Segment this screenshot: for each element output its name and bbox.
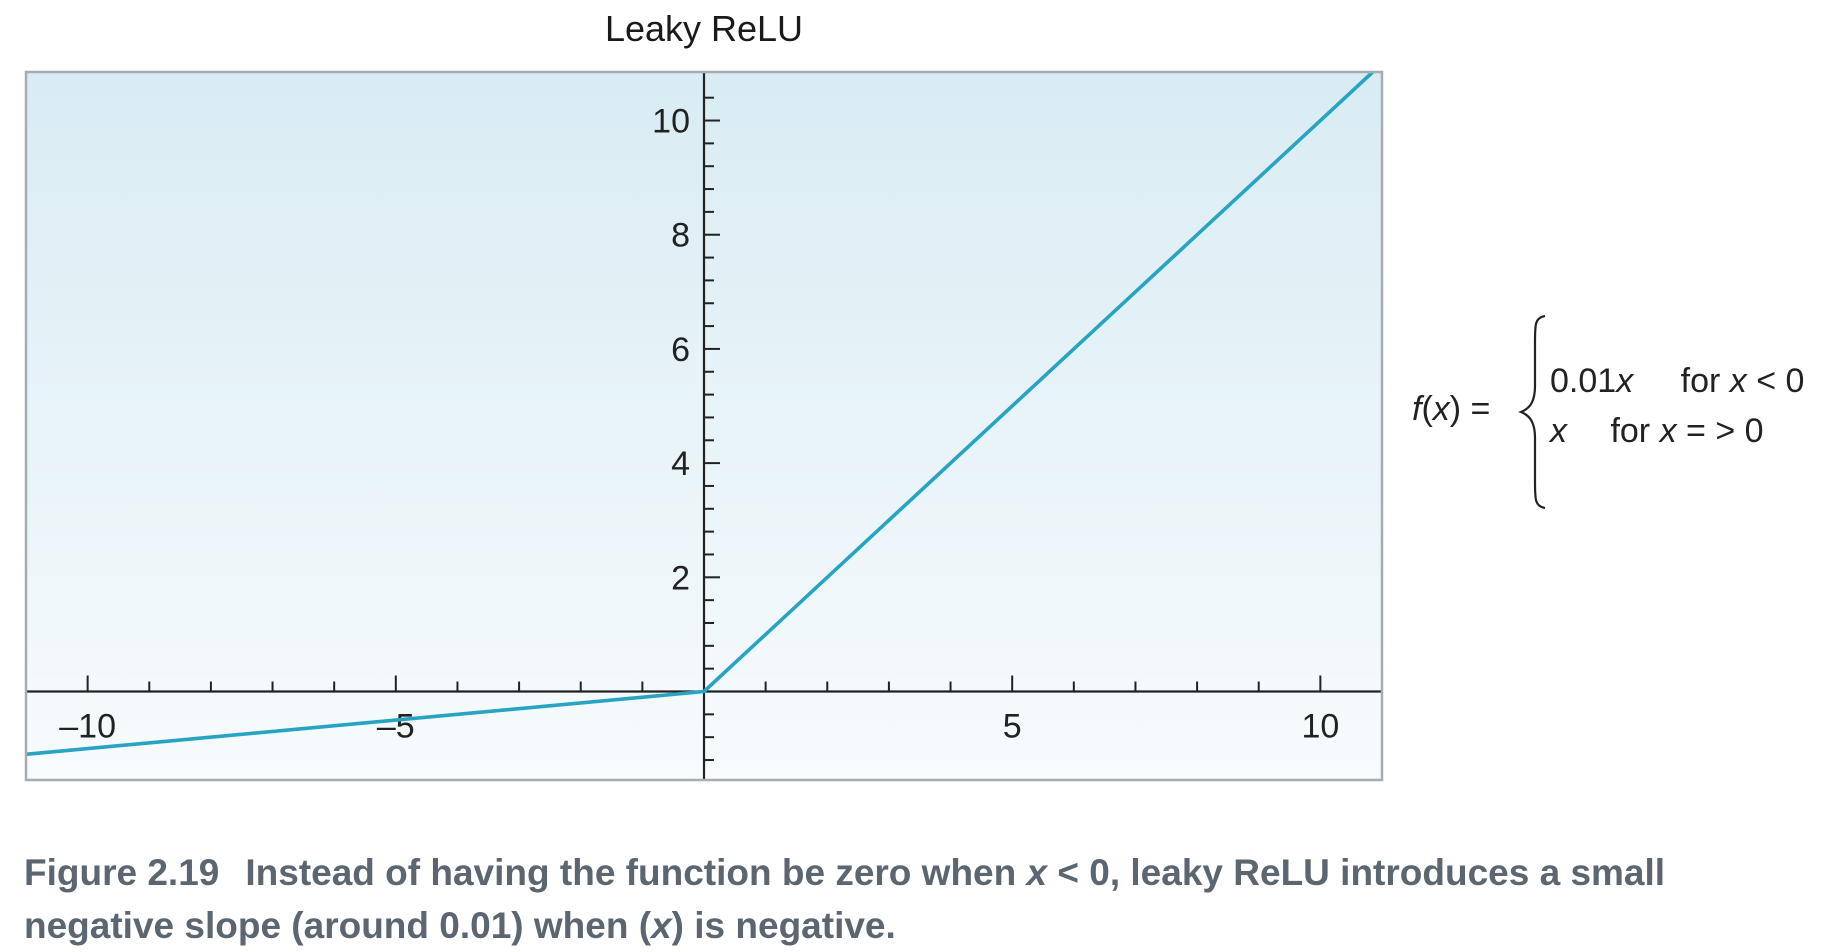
figure-number: Figure 2.19 xyxy=(24,852,220,893)
x-tick-label: –10 xyxy=(59,708,116,746)
leaky-relu-line xyxy=(25,70,1375,757)
y-tick-label: 8 xyxy=(671,217,690,255)
formula-case-negative: 0.01x for x < 0 xyxy=(1550,362,1804,401)
chart-title: Leaky ReLU xyxy=(604,8,804,49)
formula-case-positive: x for x = > 0 xyxy=(1550,412,1764,451)
figure-caption: Figure 2.19 Instead of having the functio… xyxy=(24,846,1824,952)
y-tick-label: 10 xyxy=(652,103,690,141)
case-negative-value: 0.01x xyxy=(1550,362,1634,400)
plot-frame xyxy=(24,70,1384,782)
formula-lhs: f(x) = xyxy=(1412,390,1491,428)
case-negative-condition: for x < 0 xyxy=(1680,362,1805,400)
x-tick-label: 5 xyxy=(1003,708,1022,746)
x-tick-label: –5 xyxy=(377,708,415,746)
left-brace-icon xyxy=(1518,314,1546,510)
x-tick-label: 10 xyxy=(1301,708,1339,746)
case-positive-condition: for x = > 0 xyxy=(1610,412,1764,450)
leaky-relu-formula: f(x) = 0.01x for x < 0 x for x = > 0 xyxy=(1412,312,1834,512)
y-tick-label: 4 xyxy=(671,445,690,483)
case-positive-value: x xyxy=(1550,412,1567,450)
caption-text: Instead of having the function be zero w… xyxy=(24,852,1666,946)
y-tick-label: 6 xyxy=(671,331,690,369)
y-tick-label: 2 xyxy=(671,559,690,597)
